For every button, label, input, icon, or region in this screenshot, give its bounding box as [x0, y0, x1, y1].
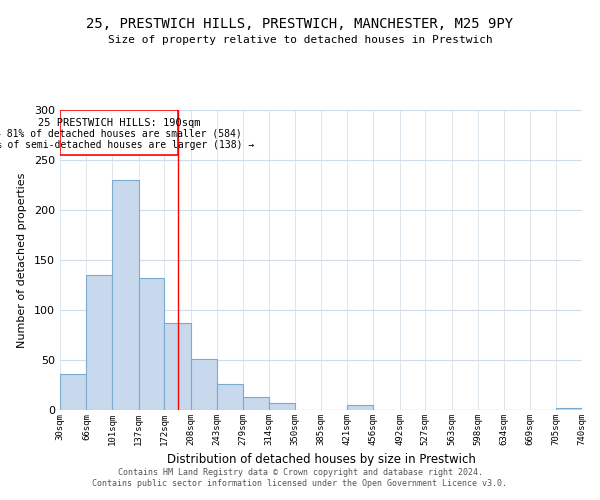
Bar	[60, 110, 178, 155]
Text: ← 81% of detached houses are smaller (584): ← 81% of detached houses are smaller (58…	[0, 129, 242, 139]
Bar	[269, 403, 295, 410]
Bar	[191, 359, 217, 410]
Y-axis label: Number of detached properties: Number of detached properties	[17, 172, 27, 348]
Text: Size of property relative to detached houses in Prestwich: Size of property relative to detached ho…	[107, 35, 493, 45]
Text: 25 PRESTWICH HILLS: 190sqm: 25 PRESTWICH HILLS: 190sqm	[38, 118, 200, 128]
Bar	[112, 180, 139, 410]
Bar	[243, 397, 269, 410]
Text: 25, PRESTWICH HILLS, PRESTWICH, MANCHESTER, M25 9PY: 25, PRESTWICH HILLS, PRESTWICH, MANCHEST…	[86, 18, 514, 32]
Bar	[60, 374, 86, 410]
Bar	[164, 323, 191, 410]
Bar	[217, 384, 243, 410]
Bar	[347, 405, 373, 410]
Text: Contains HM Land Registry data © Crown copyright and database right 2024.
Contai: Contains HM Land Registry data © Crown c…	[92, 468, 508, 487]
Bar	[556, 408, 582, 410]
Bar	[139, 278, 164, 410]
Text: 19% of semi-detached houses are larger (138) →: 19% of semi-detached houses are larger (…	[0, 140, 254, 150]
Bar	[86, 275, 112, 410]
X-axis label: Distribution of detached houses by size in Prestwich: Distribution of detached houses by size …	[167, 454, 475, 466]
